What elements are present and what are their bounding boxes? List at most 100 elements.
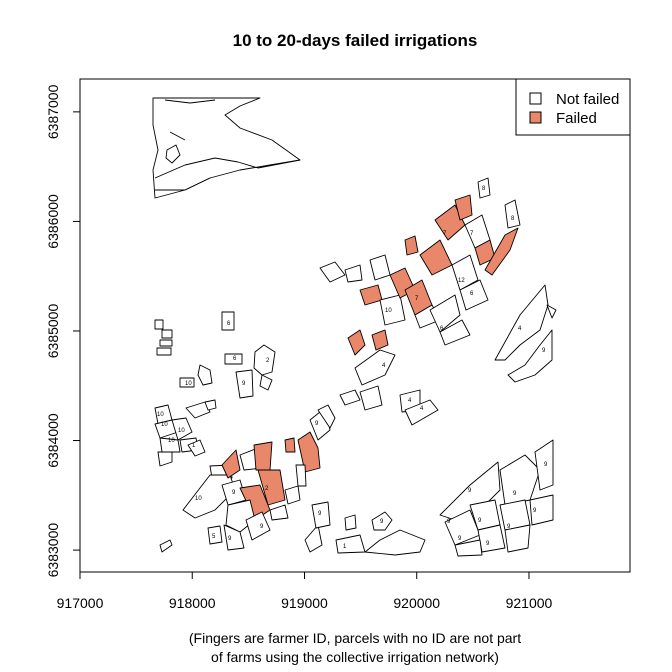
parcel xyxy=(335,534,366,554)
x-axis: 917000 918000 919000 920000 921000 xyxy=(57,571,553,611)
parcel xyxy=(429,294,461,333)
parcel xyxy=(451,254,479,291)
parcel xyxy=(156,347,172,356)
parcel xyxy=(344,264,363,283)
x-tick-label: 919000 xyxy=(281,595,328,611)
legend: Not failed Failed xyxy=(515,78,631,136)
parcel-id-label: 10 xyxy=(185,381,192,387)
parcel xyxy=(344,514,357,531)
y-tick-label: 6387000 xyxy=(45,84,61,139)
parcel-id-label: 9 xyxy=(242,381,246,387)
parcel xyxy=(354,349,396,386)
parcel-id-label: 10 xyxy=(168,438,175,444)
parcel xyxy=(221,449,241,479)
parcel xyxy=(369,254,391,281)
parcel-id-label: 9 xyxy=(486,541,490,547)
parcel xyxy=(257,469,286,506)
x-tick-label: 918000 xyxy=(169,595,216,611)
parcel-id-label: 9 xyxy=(533,508,537,514)
parcel xyxy=(223,524,245,551)
parcel xyxy=(379,294,406,326)
parcel-id-label: 2 xyxy=(266,358,270,364)
parcel-id-label: 10 xyxy=(195,496,202,502)
y-tick-label: 6384000 xyxy=(45,413,61,468)
parcel xyxy=(507,329,553,383)
legend-swatch-not-failed xyxy=(529,92,542,105)
parcel-id-label: 9 xyxy=(468,488,472,494)
parcel-id-label: 10 xyxy=(161,422,168,428)
parcel-id-label: 10 xyxy=(178,428,185,434)
caption-line-2: of farms using the collective irrigation… xyxy=(211,649,499,665)
parcel-group-southwest xyxy=(182,404,336,551)
parcel xyxy=(171,417,193,441)
y-tick-label: 6386000 xyxy=(45,194,61,249)
parcel xyxy=(339,389,361,406)
parcel-id-label: 9 xyxy=(447,519,451,525)
parcels-layer xyxy=(152,97,557,557)
parcel-group-northwest xyxy=(152,97,301,199)
parcel-id-label: 4 xyxy=(420,406,424,412)
parcel-id-label: 9 xyxy=(458,536,462,542)
parcel xyxy=(529,494,554,526)
parcel xyxy=(179,377,195,388)
parcel-boundary xyxy=(155,177,211,191)
y-axis: 6383000 6384000 6385000 6386000 6387000 xyxy=(45,84,81,577)
parcel xyxy=(504,199,521,229)
parcel xyxy=(454,539,483,557)
x-tick-label: 920000 xyxy=(393,595,440,611)
parcel xyxy=(499,454,541,506)
parcel-id-label: 12 xyxy=(458,278,465,284)
parcel xyxy=(454,194,473,221)
parcel-id-label: 9 xyxy=(513,491,517,497)
map-title: 10 to 20-days failed irrigations xyxy=(233,31,478,50)
parcel-boundary xyxy=(154,157,301,179)
parcel-id-label: 7 xyxy=(443,231,447,237)
parcel-id-label: 7 xyxy=(470,231,474,237)
parcel xyxy=(439,319,471,346)
parcel xyxy=(269,504,289,521)
parcel xyxy=(359,385,383,411)
parcel-id-labels: 6 6 2 9 10 10 10 10 10 1 10 9 9 9 5 2 9 … xyxy=(157,186,548,550)
parcel xyxy=(159,339,173,347)
parcel-id-label: 9 xyxy=(232,490,236,496)
parcel-group-central-band xyxy=(319,177,521,426)
parcel xyxy=(284,437,296,453)
caption-line-1: (Fingers are farmer ID, parcels with no … xyxy=(189,630,521,646)
parcel-id-label: 10 xyxy=(157,412,164,418)
legend-swatch-failed xyxy=(529,111,542,124)
parcel-id-label: 6 xyxy=(470,291,474,297)
parcel-group-south xyxy=(304,501,426,556)
parcel xyxy=(371,511,393,531)
parcel-id-label: 8 xyxy=(511,216,515,222)
parcel xyxy=(284,485,301,505)
parcel xyxy=(317,404,336,429)
parcel xyxy=(157,451,173,467)
parcel-id-label: 6 xyxy=(440,326,444,332)
legend-box xyxy=(515,78,631,136)
parcel xyxy=(459,279,489,311)
parcel-id-label: 9 xyxy=(544,462,548,468)
parcel-id-label: 9 xyxy=(318,511,322,517)
parcel-group-east xyxy=(439,284,557,557)
x-tick-label: 921000 xyxy=(506,595,553,611)
legend-label-failed: Failed xyxy=(556,110,597,127)
parcel xyxy=(245,511,271,541)
parcel-id-label: 10 xyxy=(385,308,392,314)
parcel-id-label: 9 xyxy=(228,536,232,542)
parcel xyxy=(311,501,331,529)
parcel xyxy=(159,539,173,553)
parcel xyxy=(534,439,554,491)
parcel xyxy=(224,353,243,365)
parcel xyxy=(185,401,211,419)
parcel-id-label: 1 xyxy=(192,443,196,449)
parcel xyxy=(419,239,453,276)
parcel xyxy=(165,144,181,164)
parcel xyxy=(197,364,213,386)
parcel xyxy=(295,464,307,487)
parcel xyxy=(207,525,223,545)
parcel-id-label: 4 xyxy=(408,398,412,404)
parcel xyxy=(477,524,506,553)
parcel xyxy=(364,529,426,556)
parcel-id-label: 1 xyxy=(343,544,347,550)
